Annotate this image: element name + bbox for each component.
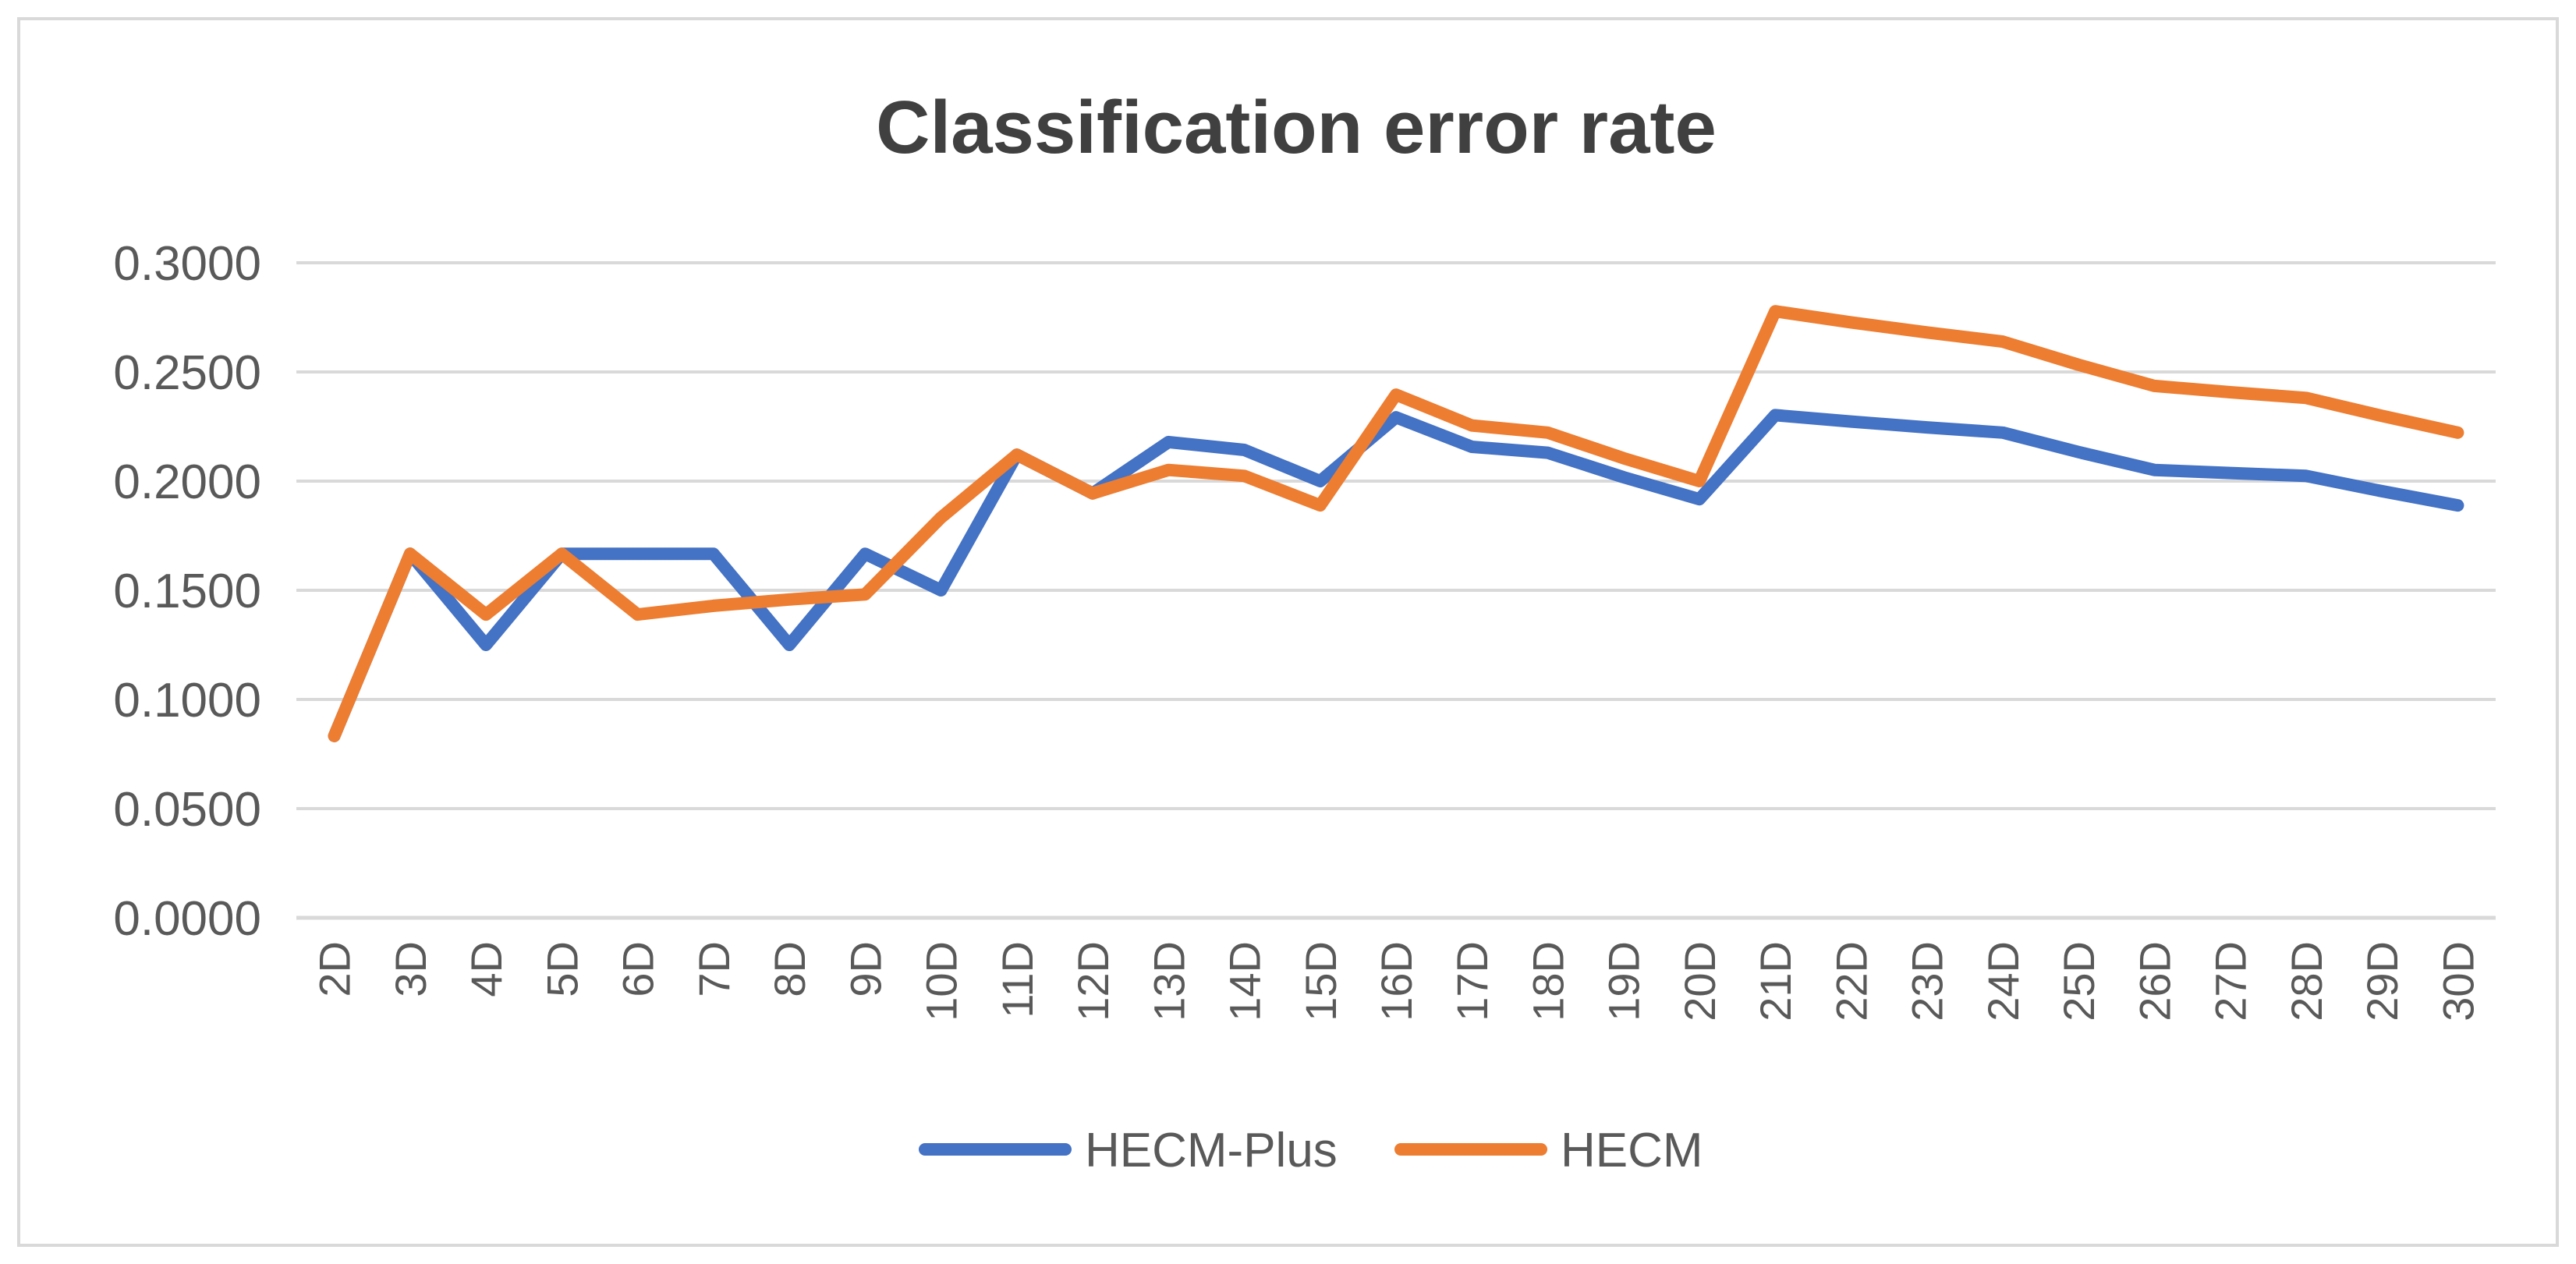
x-tick-label: 16D xyxy=(1372,941,1421,1021)
x-tick-label: 29D xyxy=(2358,941,2407,1021)
x-tick-label: 17D xyxy=(1447,941,1497,1021)
x-axis-tick-labels: 2D 3D 4D 5D 6D 7D 8D 9D 10D 11D 12D 13D 14D 15D 16D 17D… xyxy=(310,941,2483,1021)
x-tick-label: 9D xyxy=(841,941,890,997)
x-tick-label: 24D xyxy=(1979,941,2028,1021)
x-tick-label: 23D xyxy=(1903,941,1952,1021)
x-tick-label: 26D xyxy=(2130,941,2179,1021)
x-tick-label: 7D xyxy=(689,941,739,997)
x-tick-label: 21D xyxy=(1751,941,1800,1021)
chart-title: Classification error rate xyxy=(876,86,1717,169)
x-tick-label: 8D xyxy=(765,941,814,997)
x-tick-label: 4D xyxy=(462,941,511,997)
x-tick-label: 20D xyxy=(1675,941,1724,1021)
x-tick-label: 12D xyxy=(1068,941,1118,1021)
series-lines xyxy=(328,305,2464,742)
y-tick-label: 0.2500 xyxy=(113,346,261,400)
legend: HECM-Plus HECM xyxy=(919,1124,1703,1177)
y-tick-label: 0.3000 xyxy=(113,237,261,291)
x-tick-label: 25D xyxy=(2054,941,2103,1021)
series-line-1 xyxy=(328,305,2464,742)
x-tick-label: 5D xyxy=(537,941,586,997)
line-chart: Classification error rate 0.00000.05000.… xyxy=(113,86,2496,1177)
x-tick-label: 6D xyxy=(614,941,663,997)
y-tick-label: 0.1500 xyxy=(113,565,261,618)
x-tick-label: 2D xyxy=(310,941,360,997)
chart-frame: Classification error rate 0.0000 0.0500 0.… xyxy=(17,17,2559,1247)
x-tick-label: 28D xyxy=(2282,941,2331,1021)
x-tick-label: 13D xyxy=(1144,941,1193,1021)
legend-label-0: HECM-Plus xyxy=(1085,1124,1338,1177)
x-tick-label: 30D xyxy=(2433,941,2482,1021)
y-axis-tick-labels: 0.0000 0.0500 0.1000 0.1500 0.2000 0.2500 0.30… xyxy=(113,237,261,946)
y-tick-label: 0.2000 xyxy=(113,455,261,509)
gridlines xyxy=(296,261,2496,920)
x-tick-label: 15D xyxy=(1296,941,1345,1021)
x-tick-label: 22D xyxy=(1827,941,1876,1021)
y-tick-label: 0.0000 xyxy=(113,892,261,946)
y-tick-label: 0.1000 xyxy=(113,674,261,728)
y-tick-label: 0.0500 xyxy=(113,783,261,837)
legend-label-1: HECM xyxy=(1561,1124,1703,1177)
x-tick-label: 27D xyxy=(2206,941,2255,1021)
x-tick-label: 10D xyxy=(917,941,966,1021)
x-tick-label: 18D xyxy=(1523,941,1572,1021)
x-tick-label: 19D xyxy=(1600,941,1649,1021)
x-tick-label: 11D xyxy=(993,941,1042,1018)
series-line-0 xyxy=(328,409,2464,742)
x-tick-label: 3D xyxy=(386,941,435,997)
x-tick-label: 14D xyxy=(1221,941,1270,1021)
